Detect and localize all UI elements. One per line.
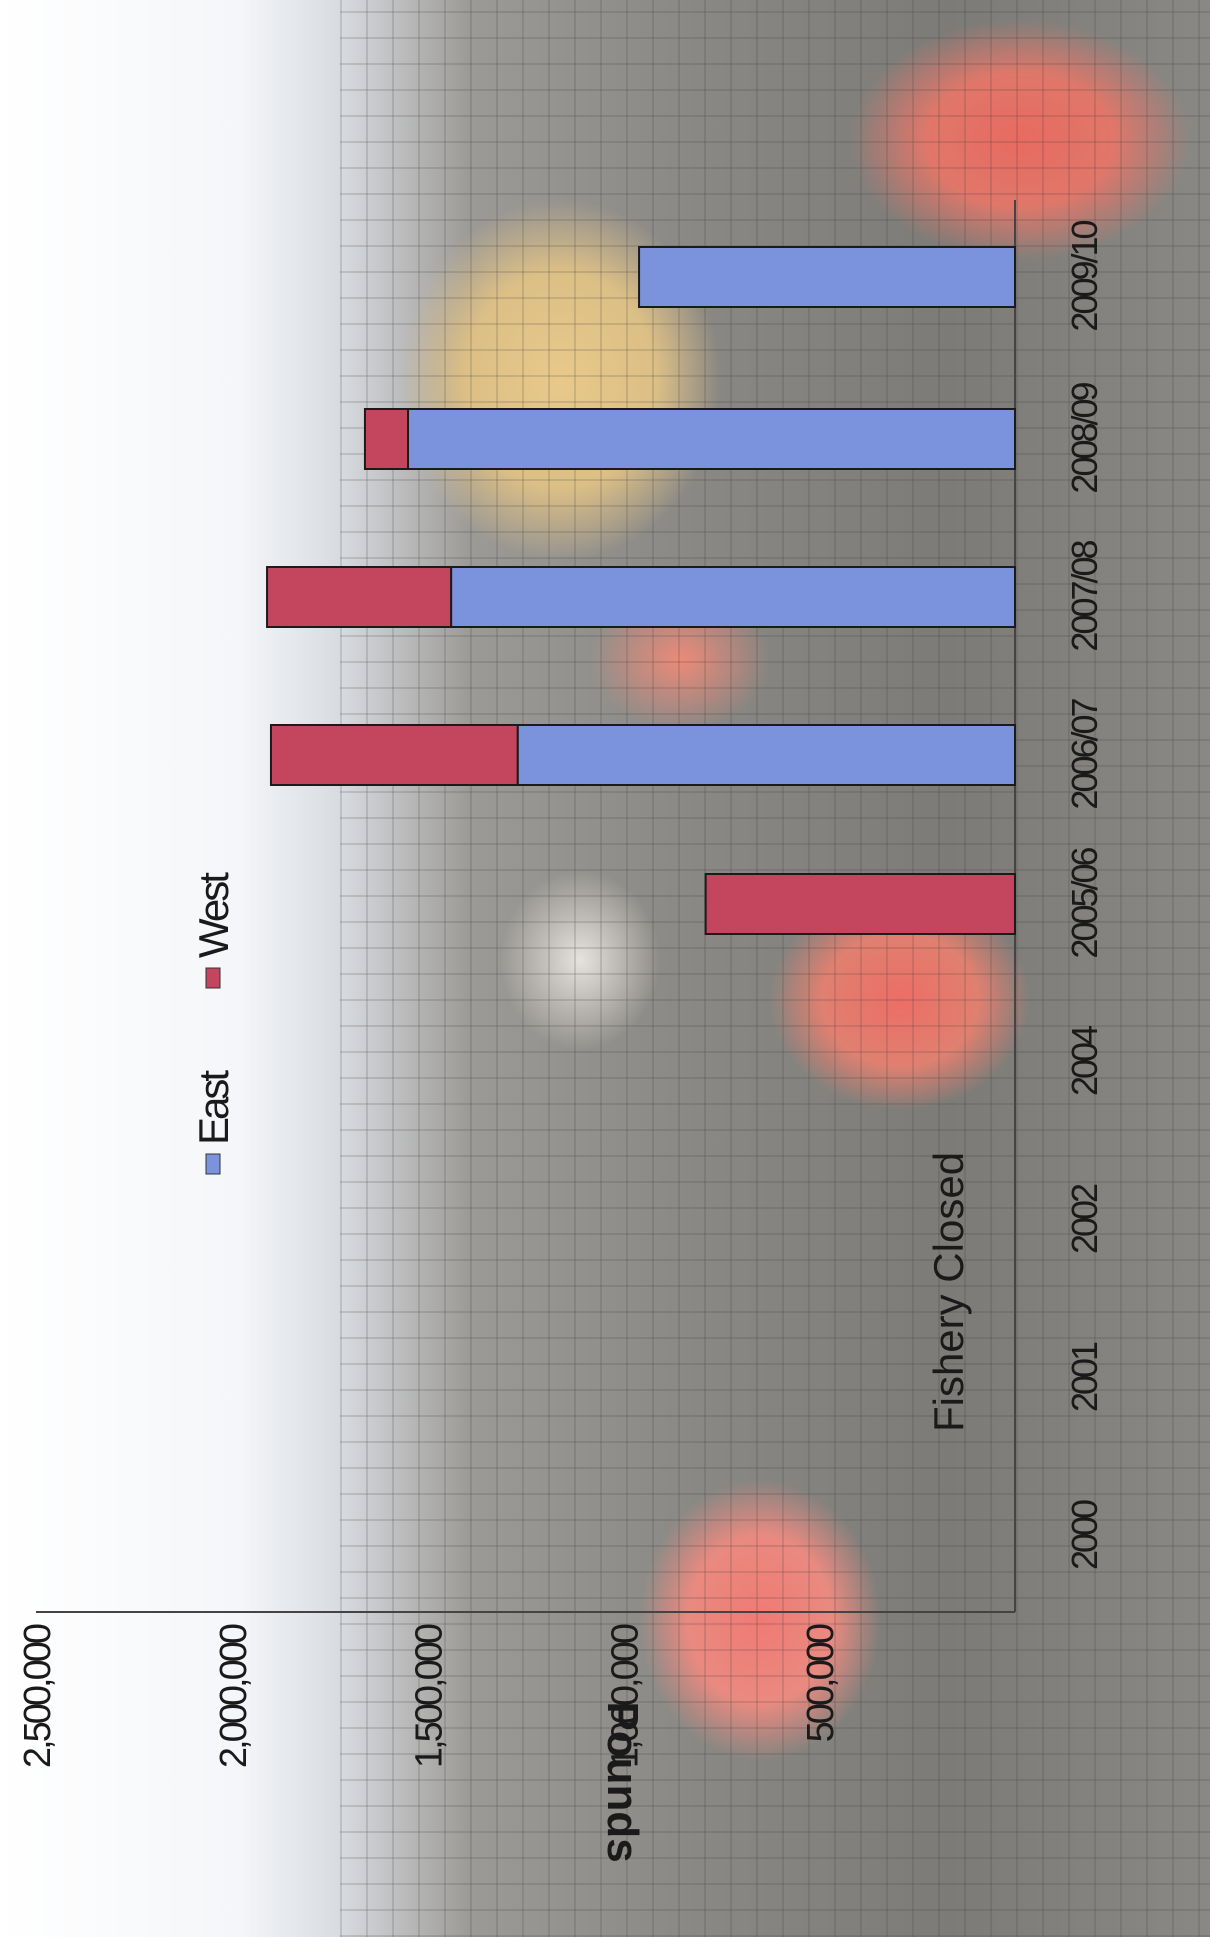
bars-group bbox=[266, 246, 1017, 935]
bar-east bbox=[516, 724, 1017, 786]
x-tick-label: 2001 bbox=[1064, 1342, 1105, 1412]
x-tick-label: 2009/10 bbox=[1064, 220, 1105, 331]
x-tick-label: 2005/06 bbox=[1064, 847, 1105, 958]
legend-label-west: West bbox=[190, 872, 237, 958]
x-tick-label: 2008/09 bbox=[1064, 382, 1105, 493]
bar-west bbox=[269, 724, 519, 786]
y-tick-label: 2,000,000 bbox=[213, 1624, 255, 1768]
y-tick-label: 1,000,000 bbox=[604, 1624, 646, 1768]
bar-east bbox=[638, 246, 1017, 308]
y-axis-ticks: 2,500,000 2,000,000 1,500,000 1,000,000 500,… bbox=[17, 1624, 842, 1768]
bar-west bbox=[266, 566, 453, 628]
legend: East West bbox=[190, 872, 237, 1175]
y-tick-label: 2,500,000 bbox=[17, 1624, 59, 1768]
y-tick-label: 1,500,000 bbox=[409, 1624, 451, 1768]
y-tick-label: 500,000 bbox=[800, 1624, 842, 1742]
bar-west bbox=[704, 873, 1016, 935]
y-axis-label: Pounds bbox=[598, 1701, 647, 1862]
bar-east bbox=[407, 408, 1016, 470]
bar-east bbox=[450, 566, 1016, 628]
x-tick-label: 2004 bbox=[1064, 1026, 1105, 1096]
legend-swatch-east bbox=[205, 1153, 221, 1175]
bar-west bbox=[363, 408, 410, 470]
category-labels: 2000 2001 2002 2004 2005/06 2006/07 2007/08 200… bbox=[1064, 220, 1105, 1570]
x-tick-label: 2000 bbox=[1064, 1500, 1105, 1570]
x-tick-label: 2007/08 bbox=[1064, 540, 1105, 651]
legend-label-east: East bbox=[190, 1070, 237, 1145]
crab-pot-mesh bbox=[340, 0, 1210, 1937]
fishery-closed-annotation: Fishery Closed bbox=[925, 1152, 972, 1432]
x-tick-label: 2002 bbox=[1064, 1184, 1105, 1254]
x-tick-label: 2006/07 bbox=[1064, 698, 1105, 809]
legend-swatch-west bbox=[205, 967, 221, 989]
